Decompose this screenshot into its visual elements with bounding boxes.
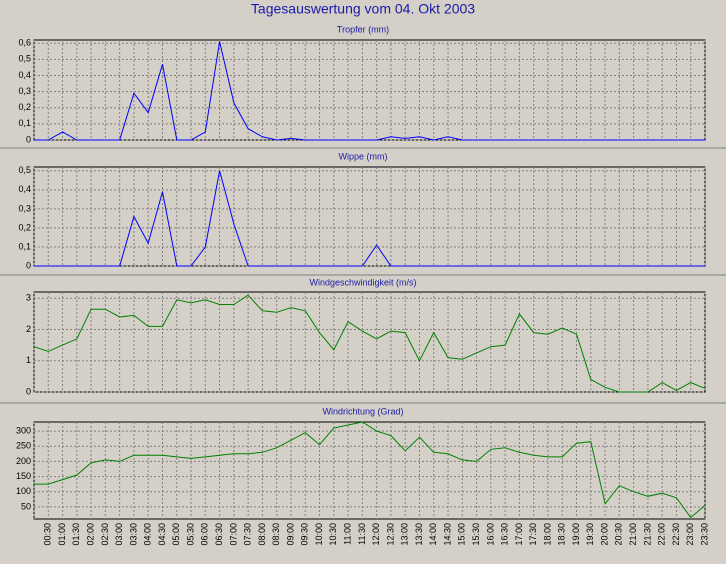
x-tick-label: 10:30 <box>328 523 338 546</box>
y-tick-label: 0,3 <box>18 86 31 96</box>
y-tick-label: 250 <box>16 441 31 451</box>
page-title: Tagesauswertung vom 04. Okt 2003 <box>251 1 475 17</box>
plot-area <box>33 39 706 141</box>
x-tick-label: 19:00 <box>571 523 581 546</box>
x-tick-label: 04:00 <box>143 523 153 546</box>
x-tick-label: 07:00 <box>228 523 238 546</box>
x-tick-label: 22:30 <box>671 523 681 546</box>
y-tick-label: 0 <box>26 386 31 396</box>
line <box>34 421 706 519</box>
x-tick-label: 23:30 <box>699 523 709 546</box>
x-tick-label: 07:30 <box>242 523 252 546</box>
y-tick-label: 50 <box>21 501 31 511</box>
y-tick-label: 0,5 <box>18 54 31 64</box>
x-tick-label: 13:30 <box>414 523 424 546</box>
line <box>34 41 705 141</box>
x-tick-label: 04:30 <box>157 523 167 546</box>
plot-area <box>33 291 706 393</box>
x-tick-label: 17:30 <box>528 523 538 546</box>
x-tick-label: 20:30 <box>614 523 624 546</box>
x-tick-label: 22:00 <box>657 523 667 546</box>
x-tick-label: 03:00 <box>114 523 124 546</box>
x-tick-label: 21:30 <box>642 523 652 546</box>
x-tick-label: 05:00 <box>171 523 181 546</box>
x-tick-label: 13:00 <box>400 523 410 546</box>
x-tick-label: 18:00 <box>542 523 552 546</box>
x-tick-label: 08:30 <box>271 523 281 546</box>
x-tick-label: 14:30 <box>442 523 452 546</box>
x-tick-label: 05:30 <box>185 523 195 546</box>
x-tick-label: 15:30 <box>471 523 481 546</box>
x-tick-label: 01:30 <box>71 523 81 546</box>
y-tick-label: 0,2 <box>18 102 31 112</box>
y-tick-label: 0,5 <box>18 165 31 175</box>
y-tick-label: 0,6 <box>18 38 31 48</box>
y-tick-label: 300 <box>16 425 31 435</box>
x-tick-label: 14:00 <box>428 523 438 546</box>
x-tick-label: 17:00 <box>514 523 524 546</box>
x-tick-label: 18:30 <box>557 523 567 546</box>
x-tick-label: 06:00 <box>200 523 210 546</box>
y-tick-label: 100 <box>16 486 31 496</box>
x-tick-label: 19:30 <box>585 523 595 546</box>
y-tick-label: 0,3 <box>18 203 31 213</box>
x-tick-label: 02:00 <box>85 523 95 546</box>
y-tick-label: 0,2 <box>18 222 31 232</box>
y-tick-label: 150 <box>16 471 31 481</box>
plot-area <box>33 166 706 267</box>
y-tick-label: 0,4 <box>18 184 31 194</box>
x-tick-label: 11:00 <box>342 523 352 545</box>
x-tick-label: 20:00 <box>599 523 609 546</box>
x-tick-label: 01:00 <box>57 523 67 546</box>
line <box>34 170 705 267</box>
x-tick-label: 06:30 <box>214 523 224 546</box>
x-tick-label: 16:00 <box>485 523 495 546</box>
x-tick-label: 12:00 <box>371 523 381 546</box>
x-tick-label: 23:00 <box>685 523 695 546</box>
x-tick-label: 21:00 <box>628 523 638 546</box>
x-tick-label: 16:30 <box>499 523 509 546</box>
panel-title: Windrichtung (Grad) <box>322 406 403 416</box>
y-tick-label: 3 <box>26 293 31 303</box>
x-tick-label: 10:00 <box>314 523 324 546</box>
x-tick-label: 09:30 <box>300 523 310 546</box>
y-tick-label: 200 <box>16 456 31 466</box>
panel-title: Windgeschwindigkeit (m/s) <box>309 277 416 287</box>
plot-area <box>33 421 706 520</box>
panel-title: Tropfer (mm) <box>337 24 389 34</box>
x-tick-label: 12:30 <box>385 523 395 546</box>
x-tick-label: 09:00 <box>285 523 295 546</box>
x-tick-label: 00:30 <box>43 523 53 546</box>
y-tick-label: 0,1 <box>18 118 31 128</box>
x-tick-label: 08:00 <box>257 523 267 546</box>
y-tick-label: 2 <box>26 324 31 334</box>
x-tick-label: 02:30 <box>100 523 110 546</box>
y-tick-label: 0,4 <box>18 70 31 80</box>
line <box>33 294 706 393</box>
x-tick-label: 11:30 <box>357 523 367 545</box>
y-tick-label: 0 <box>26 260 31 270</box>
y-tick-label: 0 <box>26 134 31 144</box>
y-tick-label: 1 <box>26 355 31 365</box>
x-tick-label: 15:00 <box>457 523 467 546</box>
x-tick-label: 03:30 <box>128 523 138 546</box>
panel-title: Wippe (mm) <box>339 151 388 161</box>
y-tick-label: 0,1 <box>18 241 31 251</box>
